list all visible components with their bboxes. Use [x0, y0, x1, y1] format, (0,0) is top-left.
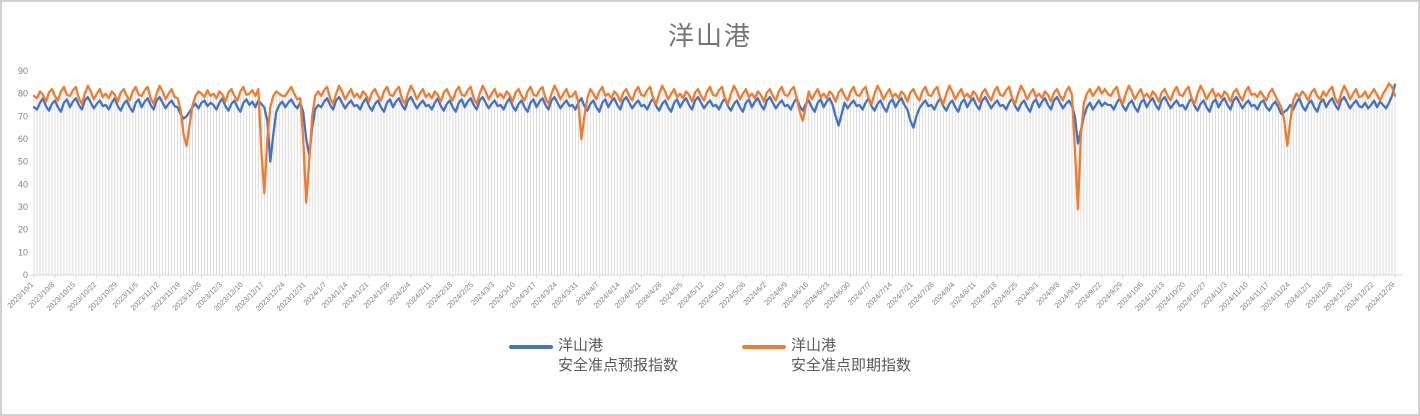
spot-line-swatch	[742, 345, 786, 349]
x-axis-labels: 2023/10/12023/10/82023/10/152023/10/2220…	[5, 275, 1396, 313]
legend-label-forecast-line1: 洋山港	[557, 337, 603, 354]
series-forecast-line	[32, 83, 1397, 163]
chart-title: 洋山港	[667, 21, 752, 51]
legend-label-spot-line1: 洋山港	[791, 337, 837, 354]
y-tick-label: 40	[18, 179, 28, 189]
legend-item-spot[interactable]: 洋山港安全准点即期指数	[742, 336, 911, 376]
y-tick-label: 80	[18, 89, 28, 99]
forecast-line-swatch	[508, 345, 553, 349]
series-spot-line	[32, 82, 1397, 211]
legend-label-forecast: 洋山港安全准点预报指数	[558, 336, 678, 376]
drop-lines	[33, 83, 1396, 275]
y-tick-label: 50	[18, 157, 28, 167]
legend-item-forecast[interactable]: 洋山港安全准点预报指数	[508, 336, 678, 376]
y-tick-label: 10	[18, 247, 28, 257]
y-tick-label: 20	[18, 225, 28, 235]
legend-label-spot-line2: 安全准点即期指数	[791, 357, 912, 374]
chart-legend: 洋山港安全准点预报指数 洋山港安全准点即期指数	[2, 336, 1418, 376]
y-tick-label: 90	[18, 66, 28, 76]
y-axis-labels: 0 10 20 30 40 50 60 70 80 90	[18, 66, 28, 280]
y-tick-label: 70	[18, 111, 28, 121]
legend-label-forecast-line2: 安全准点预报指数	[557, 357, 678, 374]
legend-label-spot: 洋山港安全准点即期指数	[791, 336, 911, 376]
y-tick-label: 60	[18, 134, 28, 144]
y-tick-label: 30	[18, 202, 28, 212]
plot-area: 0 10 20 30 40 50 60 70 80 90 2023/10/12023/10/8202…	[5, 66, 1402, 313]
y-tick-label: 0	[23, 270, 28, 280]
